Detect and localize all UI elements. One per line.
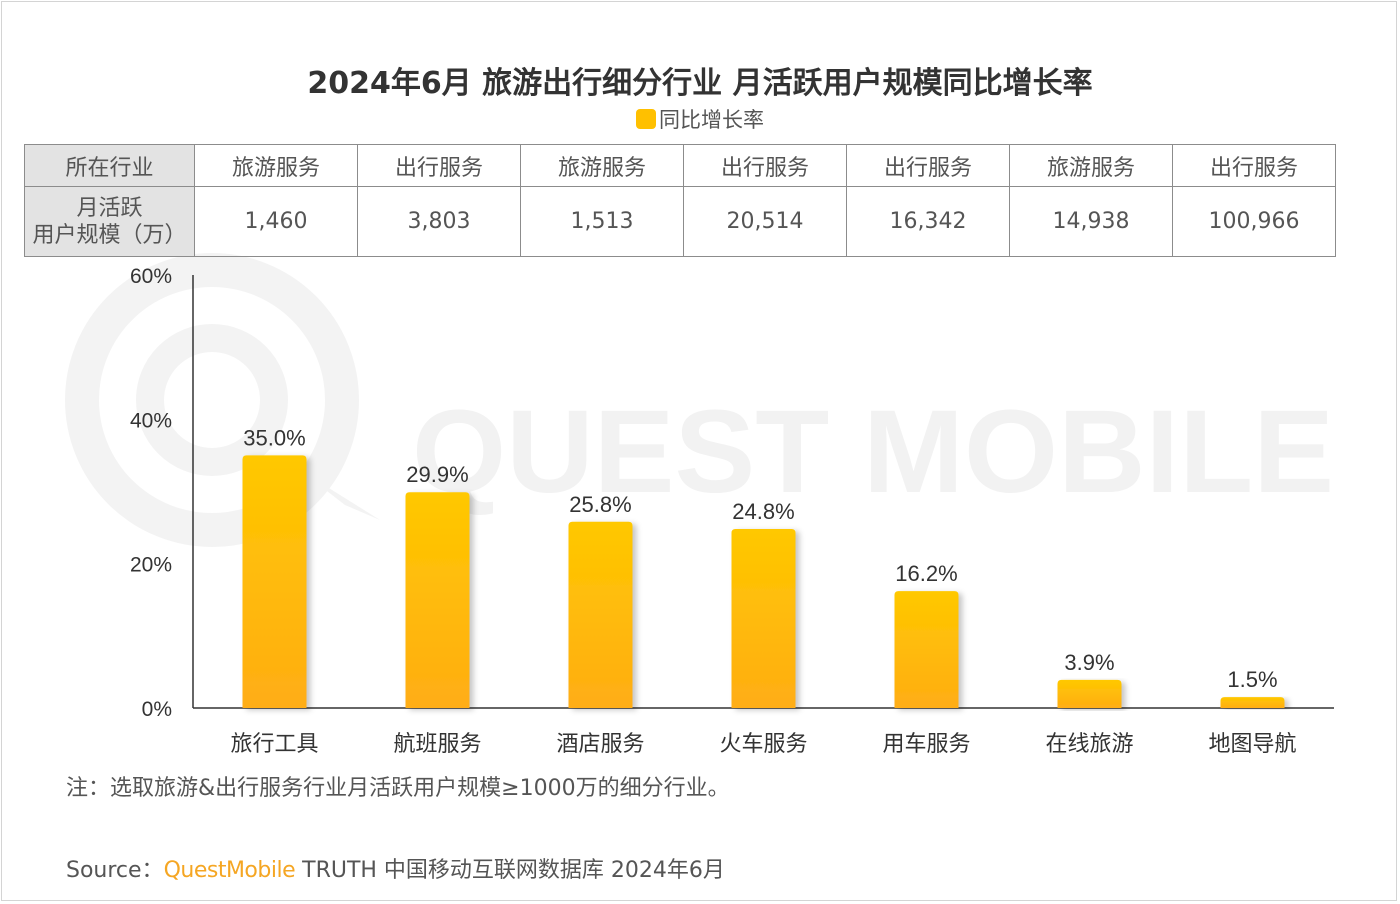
table-cell-sector: 出行服务 — [683, 144, 847, 187]
x-tick-label: 火车服务 — [719, 732, 807, 757]
bar — [568, 521, 633, 708]
table-row-sector: 所在行业 旅游服务 出行服务 旅游服务 出行服务 出行服务 旅游服务 出行服务 — [24, 144, 1336, 187]
legend: 同比增长率 — [0, 104, 1400, 134]
bar — [731, 529, 796, 708]
y-tick-label: 0% — [142, 698, 172, 721]
value-label: 29.9% — [406, 462, 468, 487]
table-header-mau-line1: 月活跃 — [76, 195, 143, 221]
bars — [242, 455, 1285, 708]
table-cell-mau: 1,513 — [520, 186, 684, 257]
footnote: 注：选取旅游&出行服务行业月活跃用户规模≥1000万的细分行业。 — [66, 776, 730, 801]
table-cell-mau: 100,966 — [1172, 186, 1336, 257]
x-tick-label: 在线旅游 — [1045, 732, 1133, 757]
source-line: Source：QuestMobile TRUTH 中国移动互联网数据库 2024… — [66, 852, 725, 884]
x-tick-labels: 旅行工具 航班服务 酒店服务 火车服务 用车服务 在线旅游 地图导航 — [230, 732, 1296, 757]
source-brand: QuestMobile — [163, 858, 296, 883]
x-tick-label: 酒店服务 — [556, 732, 644, 757]
industry-table: 所在行业 旅游服务 出行服务 旅游服务 出行服务 出行服务 旅游服务 出行服务 … — [24, 144, 1336, 257]
chart-title: 2024年6月 旅游出行细分行业 月活跃用户规模同比增长率 — [307, 66, 1093, 101]
table-cell-mau: 3,803 — [357, 186, 521, 257]
value-label: 25.8% — [569, 492, 631, 517]
bar — [1220, 697, 1285, 708]
y-tick-label: 20% — [130, 554, 172, 577]
table-header-mau-line2: 用户规模（万） — [32, 222, 187, 248]
value-label: 16.2% — [895, 561, 957, 586]
legend-swatch — [636, 109, 656, 129]
value-label: 35.0% — [243, 425, 305, 450]
bar — [405, 492, 470, 708]
table-cell-mau: 14,938 — [1009, 186, 1173, 257]
value-label: 24.8% — [732, 499, 794, 524]
bar — [894, 591, 959, 708]
source-label: Source： — [66, 858, 164, 883]
x-tick-label: 航班服务 — [393, 732, 481, 757]
table-cell-sector: 出行服务 — [357, 144, 521, 187]
bar — [1057, 679, 1122, 708]
x-tick-label: 用车服务 — [882, 732, 970, 757]
bar — [242, 455, 307, 708]
y-tick-labels: 0% 20% 40% 60% — [130, 265, 172, 721]
table-cell-sector: 旅游服务 — [194, 144, 358, 187]
table-cell-mau: 1,460 — [194, 186, 358, 257]
source-rest: TRUTH 中国移动互联网数据库 2024年6月 — [302, 858, 725, 883]
table-header-sector: 所在行业 — [24, 144, 195, 187]
table-cell-mau: 16,342 — [846, 186, 1010, 257]
value-label: 3.9% — [1064, 650, 1114, 675]
watermark-text: QUEST MOBILE — [412, 386, 1334, 518]
table-cell-mau: 20,514 — [683, 186, 847, 257]
table-cell-sector: 旅游服务 — [1009, 144, 1173, 187]
table-row-mau: 月活跃 用户规模（万） 1,460 3,803 1,513 20,514 16,… — [24, 186, 1336, 257]
table-cell-sector: 出行服务 — [846, 144, 1010, 187]
x-tick-label: 旅行工具 — [230, 732, 318, 757]
watermark: QUEST MOBILE — [65, 253, 1334, 547]
table-header-mau: 月活跃 用户规模（万） — [24, 186, 195, 257]
table-cell-sector: 旅游服务 — [520, 144, 684, 187]
y-tick-label: 60% — [130, 265, 172, 288]
y-tick-label: 40% — [130, 409, 172, 432]
legend-label: 同比增长率 — [659, 108, 764, 132]
table-cell-sector: 出行服务 — [1172, 144, 1336, 187]
value-labels: 35.0% 29.9% 25.8% 24.8% 16.2% 3.9% 1.5% — [243, 425, 1277, 692]
x-tick-label: 地图导航 — [1208, 732, 1296, 757]
value-label: 1.5% — [1227, 667, 1277, 692]
